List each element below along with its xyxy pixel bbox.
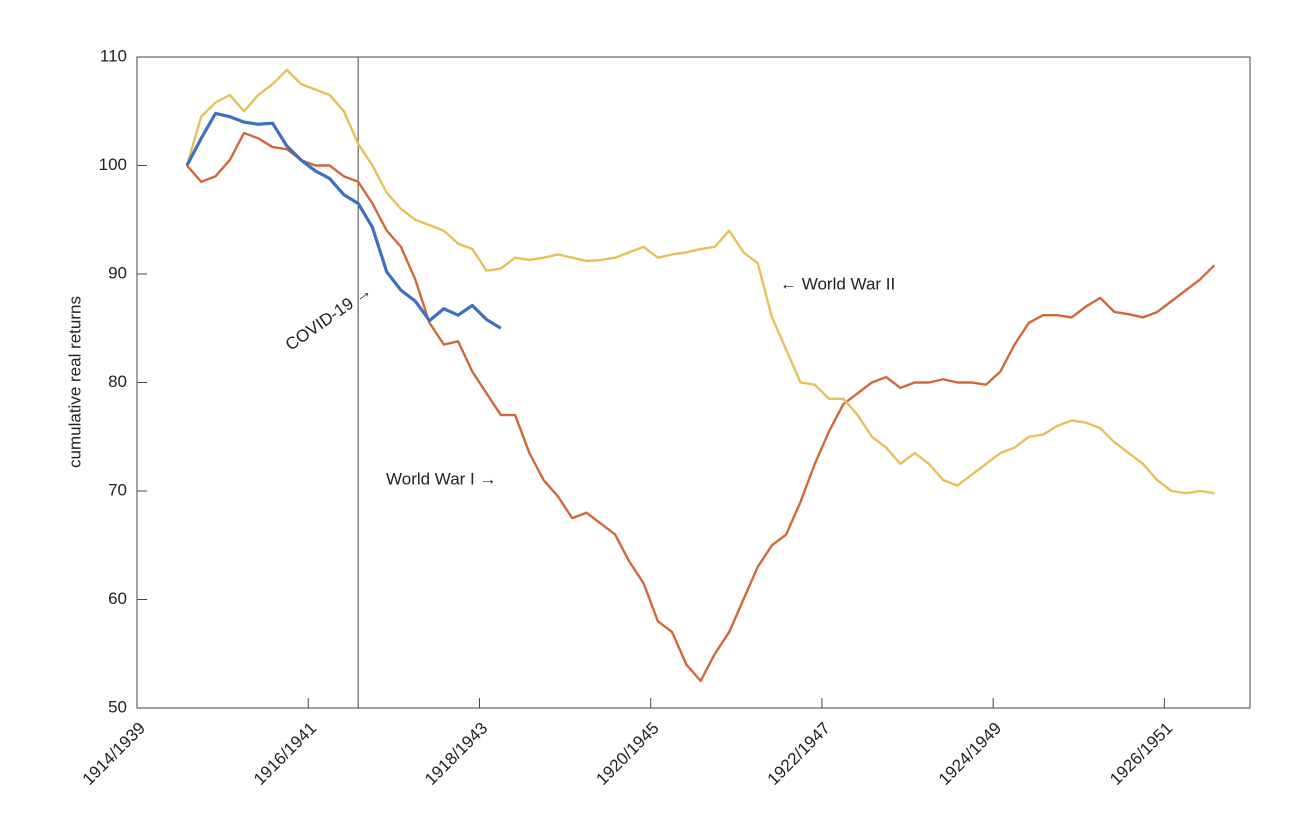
annotation: COVID-19 → [282, 281, 375, 354]
x-tick-label: 1922/1947 [764, 719, 834, 789]
x-tick-label: 1924/1949 [935, 719, 1005, 789]
y-tick-label: 80 [108, 372, 127, 391]
annotation: ← World War II [780, 274, 895, 293]
y-tick-label: 50 [108, 697, 127, 716]
x-tick-label: 1914/1939 [79, 719, 149, 789]
series-line [186, 131, 1216, 683]
y-tick-label: 100 [99, 155, 127, 174]
series-line [185, 68, 1215, 495]
annotation: World War I → [386, 469, 497, 488]
x-tick-label: 1916/1941 [250, 719, 320, 789]
x-tick-label: 1920/1945 [592, 719, 662, 789]
x-tick-label: 1926/1951 [1106, 719, 1176, 789]
y-tick-label: 110 [100, 46, 127, 65]
y-tick-label: 60 [108, 589, 127, 608]
y-tick-label: 90 [108, 263, 127, 282]
plot-frame [136, 56, 1251, 709]
y-axis-label: cumulative real returns [65, 296, 84, 468]
x-tick-label: 1918/1943 [421, 719, 491, 789]
series-line [185, 111, 502, 330]
y-tick-label: 70 [108, 480, 127, 499]
